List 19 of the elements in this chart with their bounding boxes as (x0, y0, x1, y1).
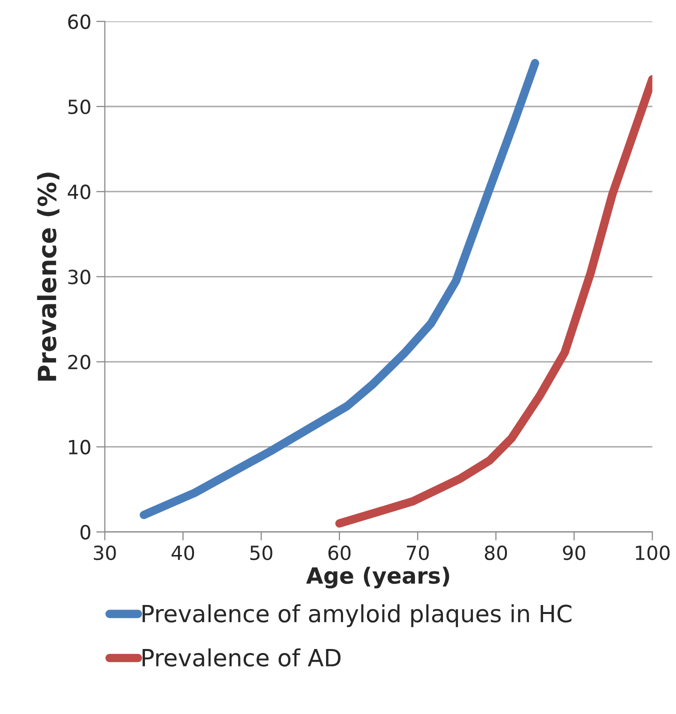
y-tick-label: 60 (68, 14, 90, 30)
x-tick-label: 100 (636, 545, 670, 560)
x-axis-title: Age (years) (306, 566, 450, 588)
y-tick-label: 30 (68, 270, 90, 284)
x-tick-label: 60 (328, 545, 351, 560)
x-tick-label: 70 (406, 545, 429, 560)
legend-label: Prevalence of AD (142, 648, 341, 667)
legend-label: Prevalence of amyloid plaques in HC (142, 604, 572, 628)
y-axis-title: Prevalence (%) (37, 172, 60, 381)
x-tick-label: 50 (250, 545, 272, 560)
x-tick-label: 80 (484, 545, 507, 560)
y-tick-label: 50 (68, 99, 90, 114)
y-tick-label: 20 (68, 354, 90, 370)
x-tick-label: 90 (562, 545, 586, 560)
x-tick-label: 40 (172, 545, 194, 560)
y-tick-label: 40 (68, 184, 90, 200)
x-tick-label: 30 (94, 545, 116, 560)
y-tick-label: 0 (80, 524, 90, 540)
y-tick-label: 10 (68, 440, 90, 455)
